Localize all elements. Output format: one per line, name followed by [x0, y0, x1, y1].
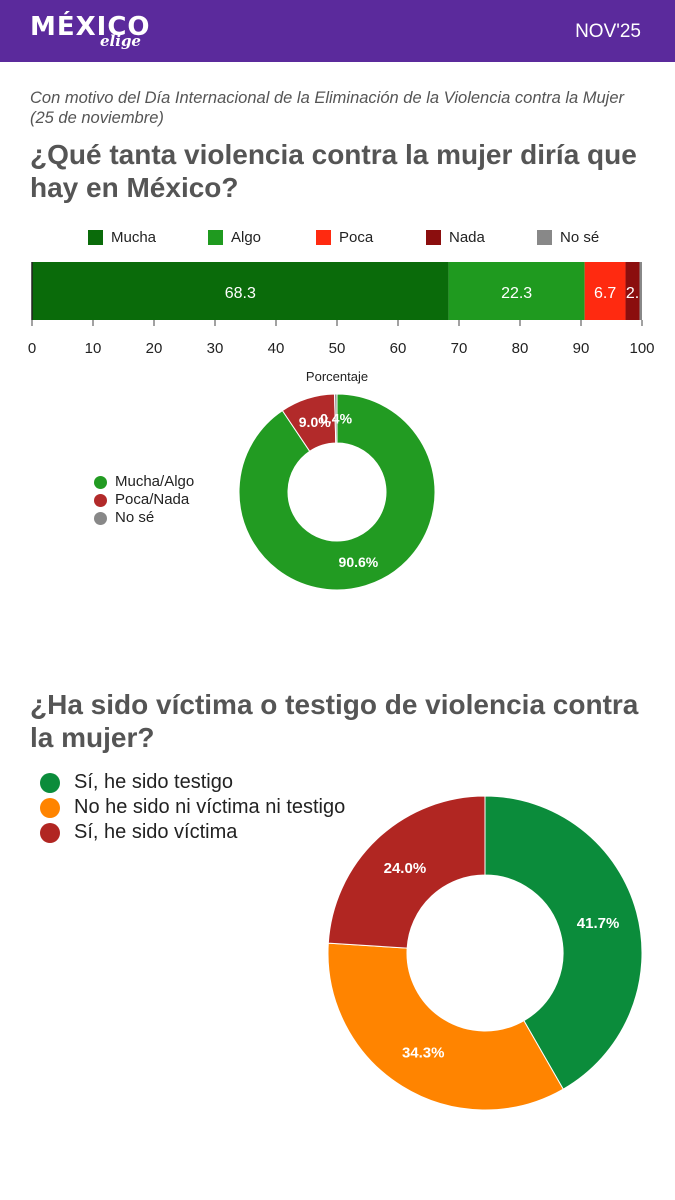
- subtitle: Con motivo del Día Internacional de la E…: [30, 89, 625, 127]
- legend-label: Mucha/Algo: [115, 473, 195, 490]
- logo-main: MÉXICO: [30, 12, 151, 42]
- bar-segment-poca: [584, 262, 626, 320]
- bar-segment-algo: [448, 262, 585, 320]
- bar-label-poca: 6.7: [594, 285, 616, 302]
- donut-1-label-mucha-algo: 90.6%: [339, 554, 379, 570]
- question-1-title: ¿Qué tanta violencia contra la mujer dir…: [30, 139, 637, 203]
- x-tick-label: 70: [451, 340, 468, 357]
- legend-label: Algo: [231, 228, 262, 246]
- header-date: NOV'25: [575, 21, 641, 42]
- donut-2-label-si-he-sido-victima: 24.0%: [384, 860, 427, 877]
- donut-chart-1: Porcentaje 90.6% 9.0%0.4%: [238, 369, 436, 591]
- donut-2-legend: Sí, he sido testigo No he sido ni víctima…: [40, 770, 345, 845]
- legend-swatch: [426, 229, 441, 245]
- legend-item-si-he-sido-victima: Sí, he sido víctima: [40, 820, 345, 845]
- donut-2-label-si-he-sido-testigo: 41.7%: [577, 915, 620, 932]
- bar-segment-nada: [625, 262, 640, 320]
- legend-label: Poca/Nada: [115, 491, 190, 508]
- legend-label: Sí, he sido testigo: [74, 771, 233, 793]
- bar-label-nada: 2.: [626, 285, 639, 302]
- logo-sub: elige: [100, 32, 141, 50]
- x-tick-label: 90: [573, 340, 590, 357]
- x-tick-label: 50: [329, 340, 346, 357]
- x-tick-label: 80: [512, 340, 529, 357]
- legend-item-poca: Poca: [316, 226, 373, 248]
- donut-1-legend: Mucha/Algo Poca/Nada No sé: [94, 473, 194, 527]
- legend-item-no-he-sido-ni-victima-ni-testigo: No he sido ni víctima ni testigo: [40, 795, 345, 820]
- donut-1-slice-no-se: [334, 393, 338, 444]
- legend-dot: [94, 511, 107, 525]
- legend-label: Poca: [339, 228, 374, 246]
- bar-segment-no-se: [639, 262, 642, 320]
- legend-item-mucha: Mucha: [88, 226, 156, 248]
- legend-item-mucha-algo: Mucha/Algo: [94, 473, 194, 491]
- legend-label: Mucha: [111, 228, 157, 246]
- x-tick-label: 60: [390, 340, 407, 357]
- bar-label-algo: 22.3: [501, 285, 532, 302]
- x-tick-label: 100: [629, 340, 654, 357]
- donut-1-slice-mucha-algo: [238, 393, 436, 591]
- legend-swatch: [208, 229, 223, 245]
- donut-1-label-poca-nada: 9.0%: [299, 414, 331, 430]
- x-tick-label: 0: [28, 340, 36, 357]
- legend-item-algo: Algo: [208, 226, 261, 248]
- donut-chart-2: 41.7% 34.3% 24.0%: [327, 795, 643, 1111]
- question-2-title: ¿Ha sido víctima o testigo de violencia …: [30, 689, 639, 753]
- legend-label: Nada: [449, 228, 485, 246]
- legend-dot: [40, 797, 60, 818]
- bar-segment-mucha: [32, 262, 449, 320]
- stacked-bar-chart: 68.3 22.3 6.7 2. 0 10 20 30 40 50 60 70 80 90 100: [28, 262, 655, 357]
- legend-swatch: [537, 229, 552, 245]
- legend-dot: [40, 822, 60, 843]
- bar-label-mucha: 68.3: [225, 285, 256, 302]
- donut-1-label-no-se: 0.4%: [320, 410, 352, 426]
- legend-label: Sí, he sido víctima: [74, 821, 238, 843]
- legend-swatch: [316, 229, 331, 245]
- donut-2-slice-no-he-sido-ni-victima-ni-testigo: [327, 942, 564, 1111]
- legend-dot: [40, 772, 60, 793]
- x-tick-label: 20: [146, 340, 163, 357]
- x-tick-label: 40: [268, 340, 285, 357]
- header-bar: MÉXICO elige NOV'25: [0, 0, 675, 62]
- legend-item-si-he-sido-testigo: Sí, he sido testigo: [40, 770, 345, 795]
- legend-item-no-se: No sé: [537, 226, 599, 248]
- x-tick-label: 10: [85, 340, 102, 357]
- bar-legend: Mucha Algo Poca Nada No sé: [0, 226, 675, 248]
- donut-1-title: Porcentaje: [306, 369, 368, 384]
- donut-2-slice-si-he-sido-testigo: [484, 795, 643, 1090]
- legend-label: No sé: [560, 228, 600, 246]
- donut-2-label-no-he-sido-ni-victima-ni-testigo: 34.3%: [402, 1045, 445, 1062]
- legend-label: No he sido ni víctima ni testigo: [74, 796, 346, 818]
- legend-item-poca-nada: Poca/Nada: [94, 491, 194, 509]
- legend-dot: [94, 475, 107, 489]
- donut-2-slice-si-he-sido-victima: [327, 795, 486, 949]
- legend-item-nada: Nada: [426, 226, 485, 248]
- x-tick-label: 30: [207, 340, 224, 357]
- legend-item-no-se: No sé: [94, 509, 194, 527]
- legend-dot: [94, 493, 107, 507]
- legend-label: No sé: [115, 509, 155, 526]
- legend-swatch: [88, 229, 103, 245]
